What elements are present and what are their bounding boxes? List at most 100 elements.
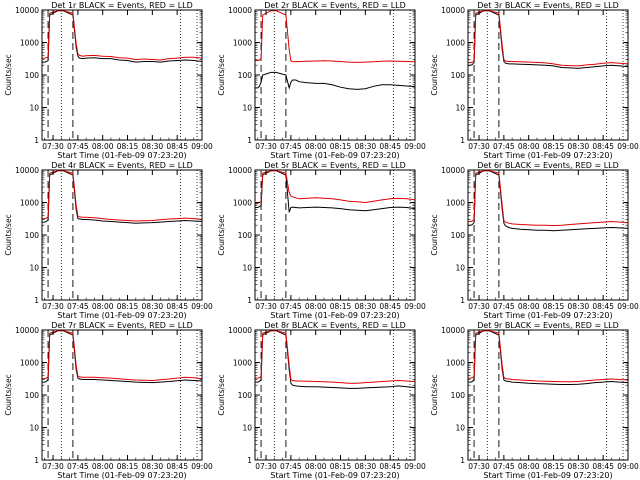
x-tick-label: 08:00	[305, 462, 327, 471]
plot-frame	[467, 329, 629, 461]
panel-title: Det 8r BLACK = Events, RED = LLD	[264, 321, 406, 330]
plot-frame	[41, 169, 203, 301]
y-tick-label: 1	[460, 456, 465, 465]
x-tick-label: 08:30	[355, 462, 377, 471]
plot-frame	[254, 9, 416, 141]
y-tick-label: 100	[451, 391, 466, 400]
x-tick-label: 07:30	[468, 302, 490, 311]
plot-frame	[41, 329, 203, 461]
plot-frame	[254, 169, 416, 301]
x-axis-label: Start Time (01-Feb-09 07:23:20)	[57, 151, 186, 160]
x-tick-label: 09:00	[191, 142, 213, 151]
panel-8: Det 8r BLACK = Events, RED = LLD 1 10 100 10…	[217, 321, 426, 480]
panel-3: Det 3r BLACK = Events, RED = LLD 1 10 100 10…	[430, 1, 639, 160]
x-tick-label: 08:30	[142, 142, 164, 151]
y-tick-label: 10000	[228, 166, 252, 175]
x-tick-label: 08:15	[330, 302, 352, 311]
x-tick-label: 08:15	[543, 142, 565, 151]
y-tick-label: 10000	[15, 6, 39, 15]
y-tick-label: 1000	[233, 39, 252, 48]
y-axis-label: Counts/sec	[430, 374, 439, 415]
x-axis-label: Start Time (01-Feb-09 07:23:20)	[270, 311, 399, 320]
lld-series-line	[468, 10, 629, 67]
y-axis-label: Counts/sec	[217, 374, 226, 415]
y-tick-label: 1000	[446, 199, 465, 208]
events-series-line	[468, 170, 629, 232]
y-tick-label: 1	[34, 296, 39, 305]
x-tick-label: 08:15	[543, 302, 565, 311]
y-tick-label: 100	[238, 71, 253, 80]
events-series-line	[255, 71, 416, 90]
y-tick-label: 1	[247, 456, 252, 465]
x-tick-label: 07:45	[493, 142, 515, 151]
x-axis-label: Start Time (01-Feb-09 07:23:20)	[57, 311, 186, 320]
x-tick-label: 09:00	[191, 302, 213, 311]
y-axis-label: Counts/sec	[4, 54, 13, 95]
panel-1: Det 1r BLACK = Events, RED = LLD 1 10 100 10…	[4, 1, 213, 160]
y-tick-label: 10	[29, 424, 39, 433]
x-tick-label: 08:30	[142, 302, 164, 311]
x-tick-label: 08:15	[117, 142, 139, 151]
lld-series-line	[468, 330, 629, 383]
y-tick-label: 10	[29, 264, 39, 273]
events-series-line	[42, 170, 203, 224]
x-tick-label: 09:00	[617, 142, 639, 151]
x-tick-label: 08:45	[379, 462, 401, 471]
panel-title: Det 1r BLACK = Events, RED = LLD	[51, 1, 193, 10]
x-tick-label: 08:45	[592, 462, 614, 471]
y-tick-label: 10	[242, 264, 252, 273]
y-tick-label: 100	[25, 231, 40, 240]
y-tick-label: 1000	[233, 199, 252, 208]
x-tick-label: 08:45	[592, 302, 614, 311]
panel-6: Det 6r BLACK = Events, RED = LLD 1 10 100 10…	[430, 161, 639, 320]
x-tick-label: 08:00	[518, 302, 540, 311]
x-tick-label: 08:45	[379, 302, 401, 311]
x-tick-label: 08:00	[92, 142, 114, 151]
x-tick-label: 07:45	[280, 142, 302, 151]
x-tick-label: 07:45	[493, 302, 515, 311]
events-series-line	[255, 170, 416, 213]
plot-frame	[254, 329, 416, 461]
x-tick-label: 07:45	[67, 142, 89, 151]
x-tick-label: 08:30	[355, 142, 377, 151]
x-axis-label: Start Time (01-Feb-09 07:23:20)	[483, 471, 612, 480]
x-tick-label: 08:00	[518, 462, 540, 471]
y-axis-label: Counts/sec	[4, 374, 13, 415]
y-tick-label: 10	[242, 104, 252, 113]
lld-series-line	[42, 10, 203, 61]
y-tick-label: 100	[25, 391, 40, 400]
events-series-line	[42, 10, 203, 63]
panel-2: Det 2r BLACK = Events, RED = LLD 1 10 100 10…	[217, 1, 426, 160]
x-tick-label: 08:15	[330, 142, 352, 151]
x-tick-label: 08:45	[166, 462, 188, 471]
x-tick-label: 08:15	[117, 302, 139, 311]
x-tick-label: 09:00	[404, 142, 426, 151]
x-tick-label: 07:30	[255, 142, 277, 151]
x-tick-label: 07:45	[67, 462, 89, 471]
x-tick-label: 07:30	[42, 142, 64, 151]
y-tick-label: 10000	[228, 6, 252, 15]
x-tick-label: 07:30	[42, 302, 64, 311]
x-tick-label: 08:30	[568, 302, 590, 311]
y-axis-label: Counts/sec	[4, 214, 13, 255]
x-tick-label: 07:45	[493, 462, 515, 471]
y-tick-label: 1	[247, 136, 252, 145]
y-tick-label: 1000	[446, 39, 465, 48]
y-tick-label: 1000	[446, 359, 465, 368]
y-tick-label: 1	[460, 296, 465, 305]
y-axis-label: Counts/sec	[430, 54, 439, 95]
lld-series-line	[255, 170, 416, 204]
panel-title: Det 5r BLACK = Events, RED = LLD	[264, 161, 406, 170]
y-tick-label: 1	[34, 136, 39, 145]
lld-series-line	[468, 170, 629, 227]
panel-title: Det 7r BLACK = Events, RED = LLD	[51, 321, 193, 330]
y-tick-label: 100	[451, 71, 466, 80]
panel-title: Det 9r BLACK = Events, RED = LLD	[477, 321, 619, 330]
x-tick-label: 07:45	[67, 302, 89, 311]
y-tick-label: 100	[25, 71, 40, 80]
plot-frame	[467, 9, 629, 141]
x-axis-label: Start Time (01-Feb-09 07:23:20)	[483, 151, 612, 160]
y-tick-label: 10000	[441, 326, 465, 335]
y-tick-label: 10000	[15, 326, 39, 335]
lld-series-line	[255, 330, 416, 384]
